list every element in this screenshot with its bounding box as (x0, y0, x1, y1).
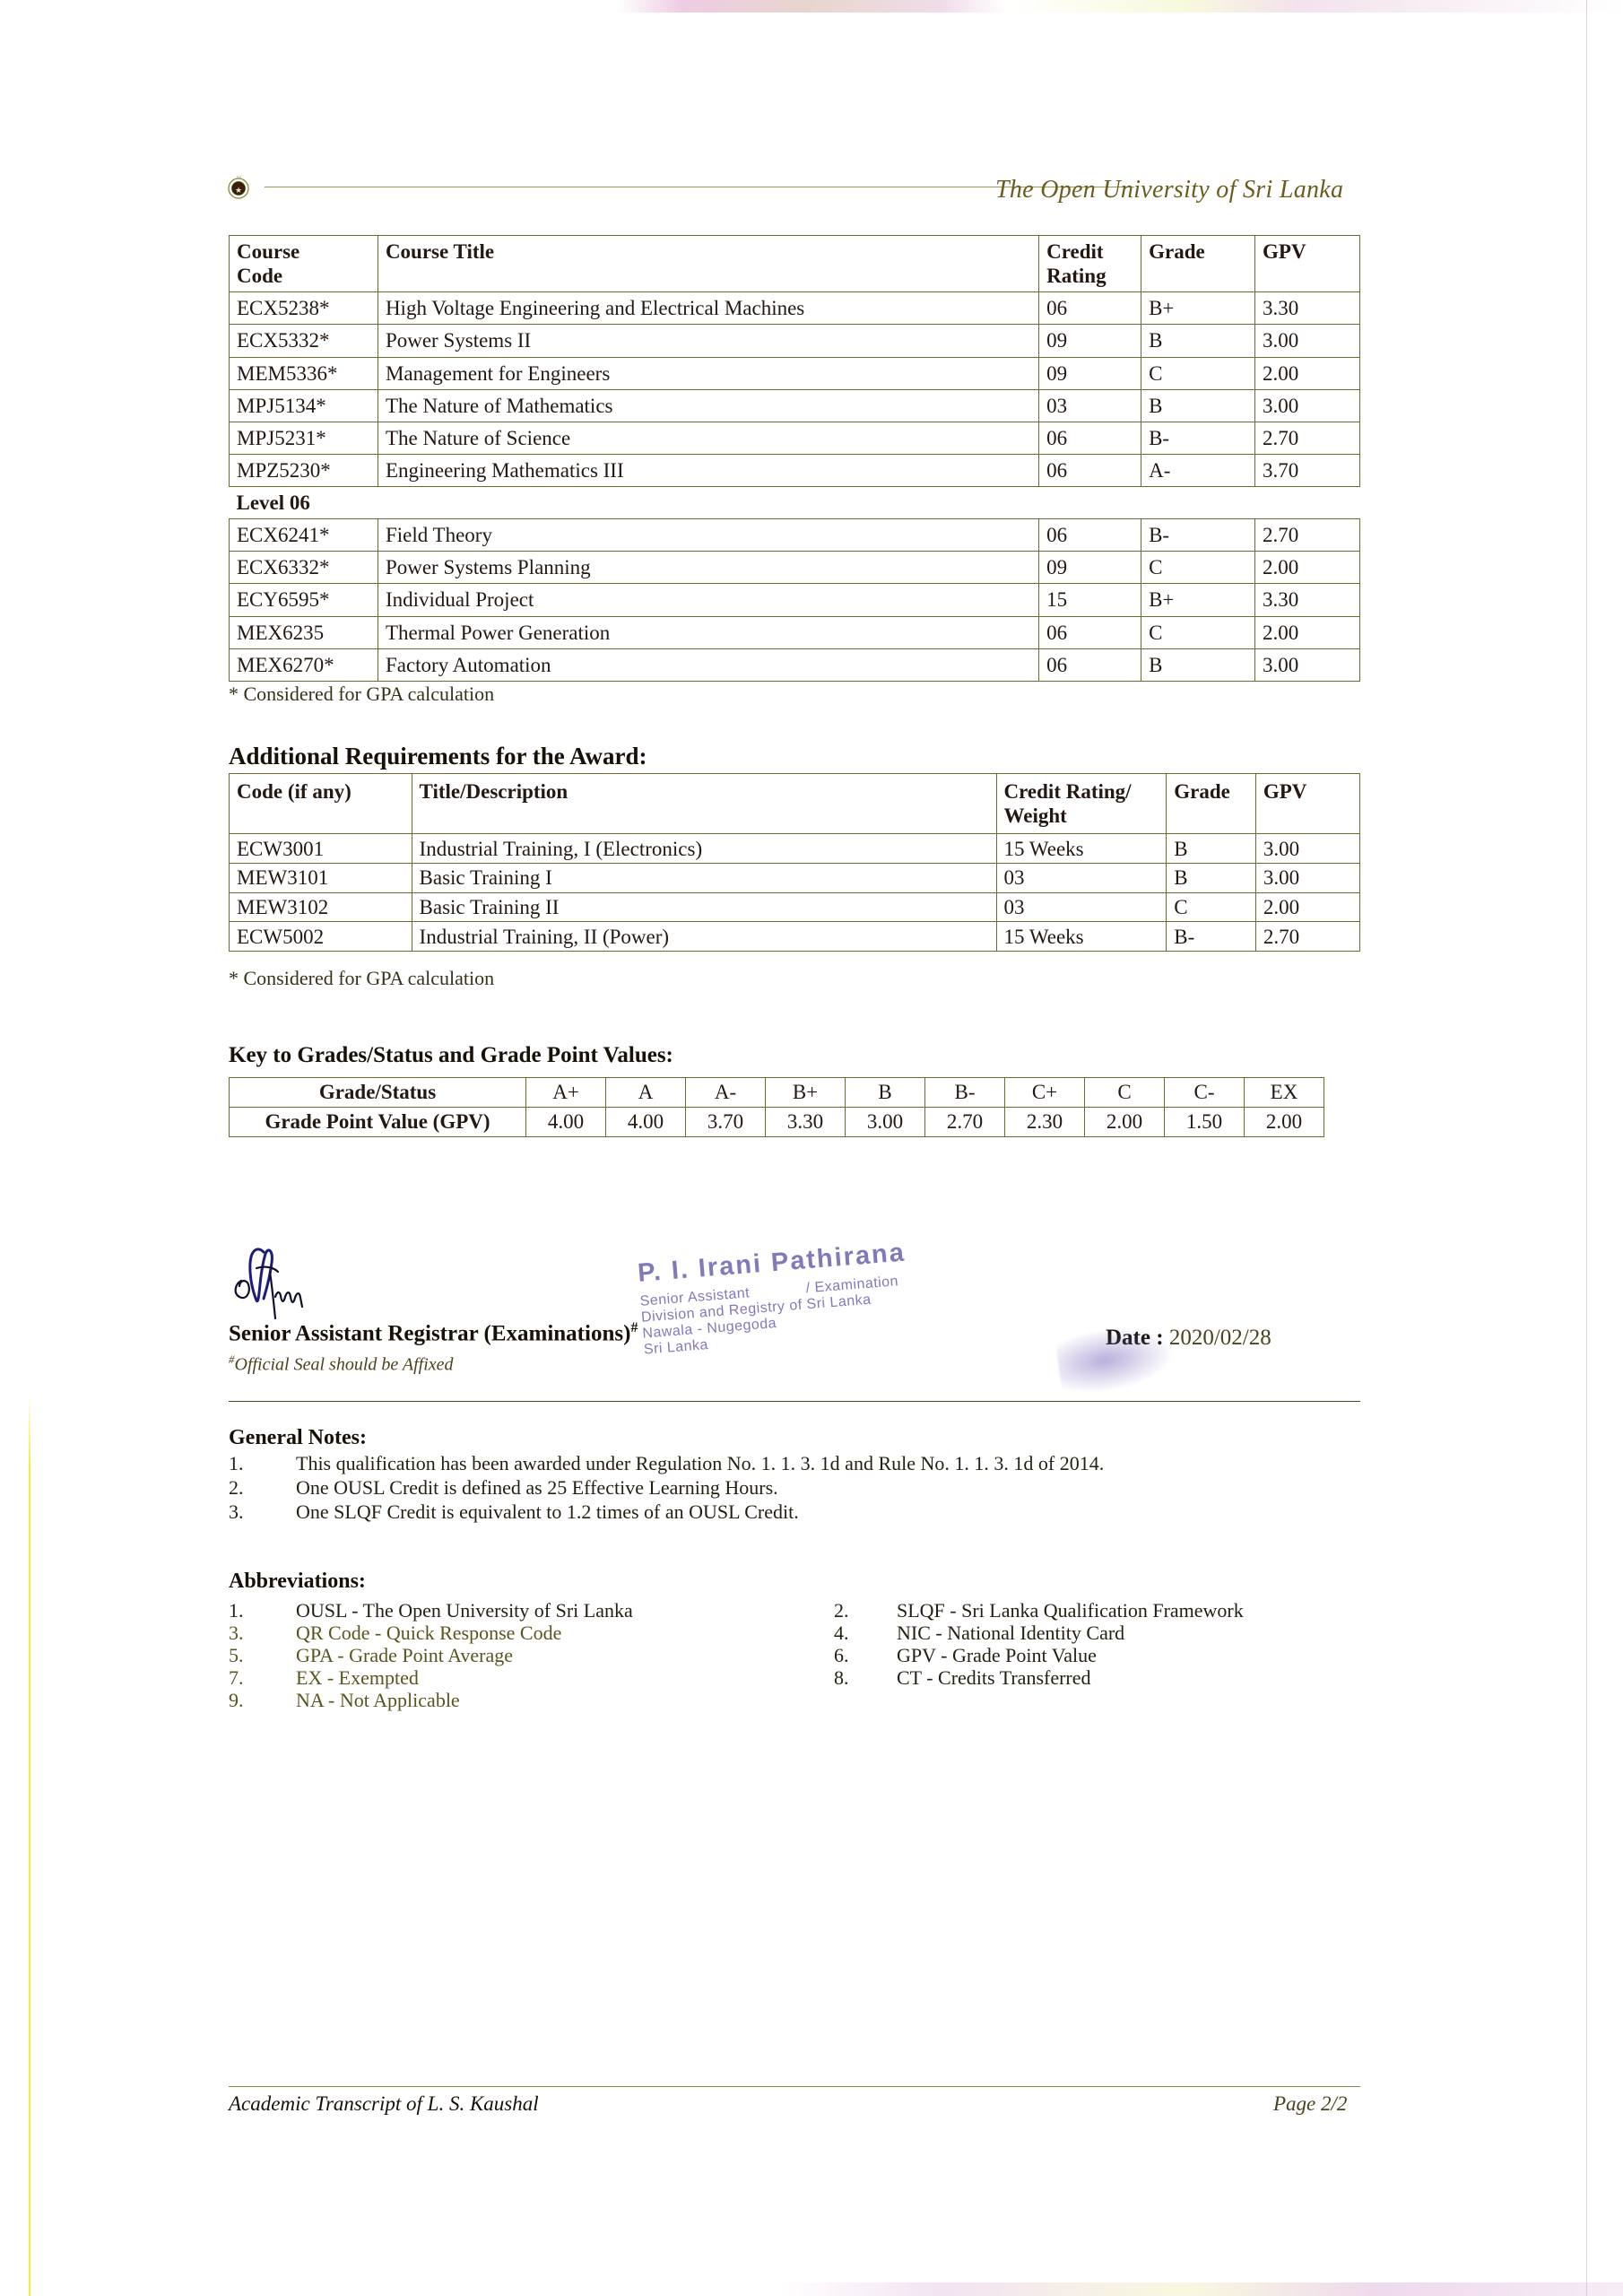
svg-text:10: 10 (236, 176, 241, 180)
svg-text:★: ★ (235, 186, 242, 195)
